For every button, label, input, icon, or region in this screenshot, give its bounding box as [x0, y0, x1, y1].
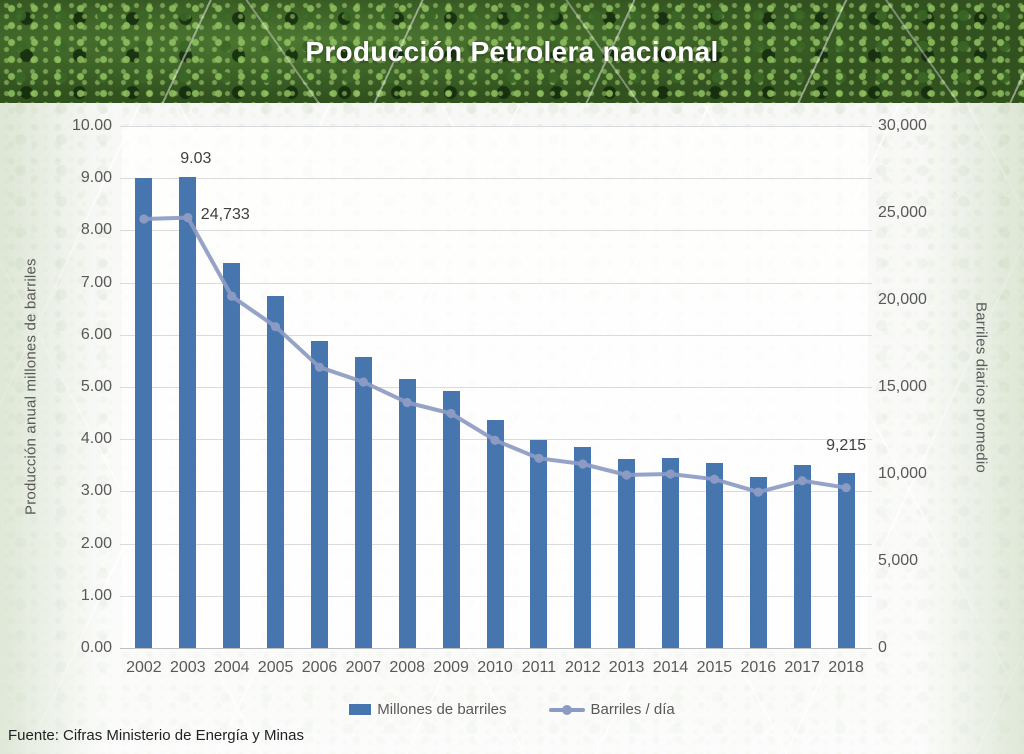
x-axis-label-2007: 2007: [345, 659, 382, 676]
right-axis-title: Barriles diarios promedio: [972, 301, 990, 473]
source-note: Fuente: Cifras Ministerio de Energía y M…: [8, 727, 304, 744]
x-axis-label-2013: 2013: [608, 659, 645, 676]
left-axis-tick: 1.00: [80, 586, 112, 604]
x-axis-label-2008: 2008: [389, 659, 425, 676]
x-axis-label-2016: 2016: [740, 659, 777, 676]
bar-2014: [662, 457, 679, 648]
page-title: Producción Petrolera nacional: [305, 35, 719, 67]
gridline: [120, 126, 872, 127]
x-axis-label-2018: 2018: [828, 659, 864, 676]
legend-line-dot: [561, 705, 572, 715]
x-axis-label-2003: 2003: [170, 659, 206, 676]
left-axis-tick: 0.00: [80, 639, 112, 656]
left-axis-tick: 2.00: [80, 534, 112, 552]
right-axis-tick: 30,000: [878, 117, 927, 134]
left-axis-tick: 8.00: [80, 221, 112, 239]
left-axis-tick: 7.00: [80, 273, 112, 291]
bar-2018: [837, 472, 855, 648]
x-axis-label-2004: 2004: [213, 659, 250, 676]
x-axis-label-2015: 2015: [696, 659, 733, 676]
x-axis-label-2012: 2012: [565, 659, 601, 676]
left-axis-title: Producción anual millones de barriles: [22, 258, 40, 516]
legend-label: Barriles / día: [590, 701, 675, 718]
bar-2006: [311, 340, 328, 648]
bar-2008: [398, 379, 416, 648]
bar-2005: [267, 296, 285, 648]
gridline: [120, 230, 872, 232]
bar-2003: [179, 176, 197, 648]
chart-legend: Millones de barriles Barriles / día: [0, 701, 1024, 718]
legend-label: Millones de barriles: [377, 701, 507, 718]
right-axis-tick: 5,000: [878, 552, 919, 569]
x-axis-line: [120, 648, 872, 649]
bar-2017: [793, 464, 811, 648]
bar-2002: [135, 178, 153, 648]
left-axis-tick: 4.00: [80, 430, 112, 448]
bar-2013: [618, 458, 636, 648]
bar-2015: [705, 463, 723, 648]
data-label-2018-s1: 9,215: [826, 436, 867, 454]
bar-2004: [223, 262, 241, 648]
left-axis-tick: 9.00: [80, 169, 112, 187]
legend-line-swatch-icon: [548, 704, 585, 715]
header-banner: Producción Petrolera nacional: [0, 0, 1024, 103]
x-axis-label-2005: 2005: [257, 659, 294, 676]
legend-bar-swatch-icon: [349, 704, 372, 715]
x-axis-label-2017: 2017: [784, 659, 820, 676]
data-label-2003-s0: 9.03: [180, 149, 212, 167]
right-axis-tick: 15,000: [878, 378, 927, 395]
x-axis-label-2009: 2009: [433, 659, 469, 676]
right-axis-tick: 0: [878, 639, 887, 656]
x-axis-label-2010: 2010: [477, 659, 513, 676]
right-axis-tick: 25,000: [878, 204, 927, 221]
x-axis-label-2014: 2014: [652, 659, 689, 676]
right-axis-tick: 20,000: [878, 291, 927, 308]
left-axis-tick: 6.00: [80, 325, 112, 343]
legend-item-line: Barriles / día: [548, 701, 675, 718]
data-label-2003-s1: 24,733: [200, 205, 250, 223]
legend-item-bars: Millones de barriles: [349, 701, 507, 718]
bar-2007: [354, 356, 372, 648]
left-axis-tick: 5.00: [80, 378, 112, 395]
bar-2010: [486, 420, 504, 648]
x-axis-label-2002: 2002: [126, 659, 162, 676]
bar-2009: [442, 391, 460, 648]
bar-2011: [530, 440, 548, 648]
right-axis-tick: 10,000: [878, 465, 927, 482]
left-axis-tick: 3.00: [80, 482, 112, 500]
left-axis-tick: 10.00: [71, 117, 112, 134]
x-axis-label-2011: 2011: [521, 659, 557, 676]
bar-2012: [574, 446, 592, 648]
gridline: [120, 178, 872, 180]
x-axis-label-2006: 2006: [301, 659, 338, 676]
bar-2016: [749, 477, 767, 648]
